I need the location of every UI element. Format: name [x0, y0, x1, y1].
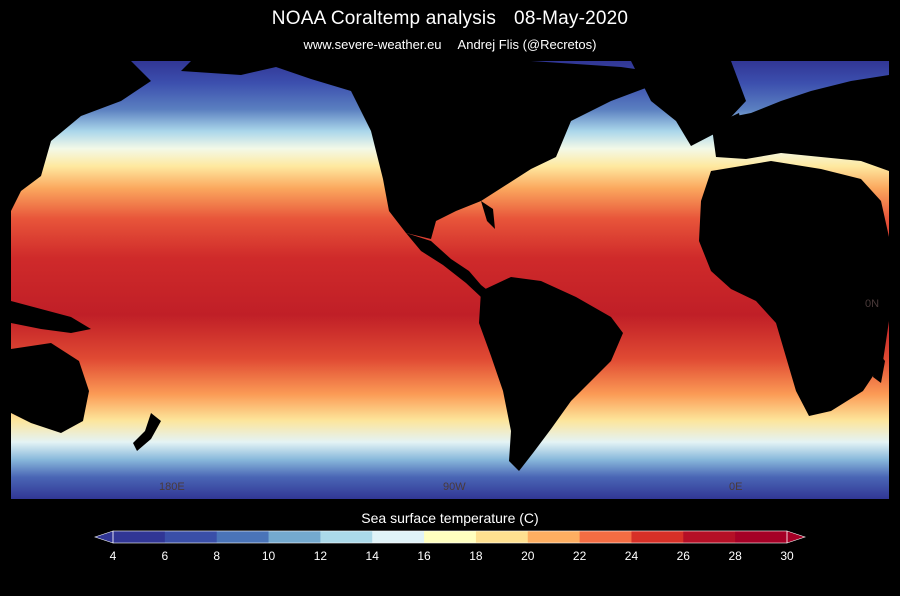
- colorbar-segment: [164, 531, 218, 543]
- uk-ireland: [726, 113, 743, 141]
- europe: [711, 75, 889, 171]
- colorbar-tick-label: 30: [780, 549, 794, 563]
- colorbar-outline: [112, 530, 788, 544]
- colorbar-tick-label: 26: [676, 549, 690, 563]
- colorbar-segment: [113, 531, 166, 543]
- colorbar-tick-label: 20: [521, 549, 535, 563]
- colorbar-tick-label: 12: [313, 549, 328, 563]
- map-title: NOAA Coraltemp analysis 08-May-2020: [0, 8, 900, 30]
- madagascar: [873, 351, 885, 383]
- colorbar-segment: [424, 531, 477, 543]
- africa: [699, 161, 889, 416]
- land-masses: [11, 61, 889, 471]
- colorbar-segment: [372, 531, 425, 543]
- colorbar-tick-label: 6: [161, 549, 169, 563]
- title-date: 08-May-2020: [514, 8, 629, 29]
- colorbar-segment: [216, 531, 270, 543]
- lat-label-0n: 0N: [865, 298, 879, 310]
- colorbar-tick-label: 18: [469, 549, 483, 563]
- colorbar-tick-label: 22: [572, 549, 587, 563]
- colorbar-segment: [683, 531, 736, 543]
- lon-label-0e: 0E: [729, 481, 742, 493]
- new-zealand: [133, 413, 161, 451]
- colorbar-tick-label: 4: [109, 549, 117, 563]
- colorbar-tick-label: 28: [728, 549, 742, 563]
- map-subtitle: www.severe-weather.eu Andrej Flis (@Recre…: [0, 37, 900, 52]
- indonesia: [11, 301, 91, 333]
- colorbar-segment: [475, 531, 529, 543]
- colorbar-segment: [735, 531, 788, 543]
- author-text: Andrej Flis (@Recretos): [457, 37, 597, 52]
- colorbar-segment: [320, 531, 373, 543]
- colorbar-segment: [527, 531, 581, 543]
- australia: [11, 343, 89, 433]
- colorbar-tick-label: 10: [261, 549, 276, 563]
- colorbar-tick-label: 24: [624, 549, 639, 563]
- lon-label-90w: 90W: [443, 481, 466, 493]
- colorbar-tick-label: 14: [365, 549, 379, 563]
- colorbar: [94, 530, 806, 544]
- source-text: www.severe-weather.eu: [303, 37, 442, 52]
- sst-map-canvas: 180E 90W 0E 0N: [11, 61, 889, 499]
- lon-label-180e: 180E: [159, 481, 185, 493]
- colorbar-tick-label: 16: [417, 549, 431, 563]
- colorbar-segment: [631, 531, 684, 543]
- sst-map: 180E 90W 0E 0N: [11, 61, 889, 499]
- south-america: [479, 277, 623, 471]
- colorbar-max-arrow: [786, 530, 806, 544]
- central-america: [406, 233, 491, 297]
- colorbar-min-arrow: [94, 530, 114, 544]
- title-text: NOAA Coraltemp analysis: [271, 8, 497, 29]
- north-america: [181, 61, 676, 239]
- colorbar-bar: [94, 530, 806, 544]
- colorbar-tick-label: 8: [213, 549, 221, 563]
- colorbar-segment: [579, 531, 632, 543]
- colorbar-title: Sea surface temperature (C): [361, 510, 539, 526]
- asia-east: [11, 61, 151, 211]
- colorbar-segment: [268, 531, 321, 543]
- florida: [481, 201, 495, 229]
